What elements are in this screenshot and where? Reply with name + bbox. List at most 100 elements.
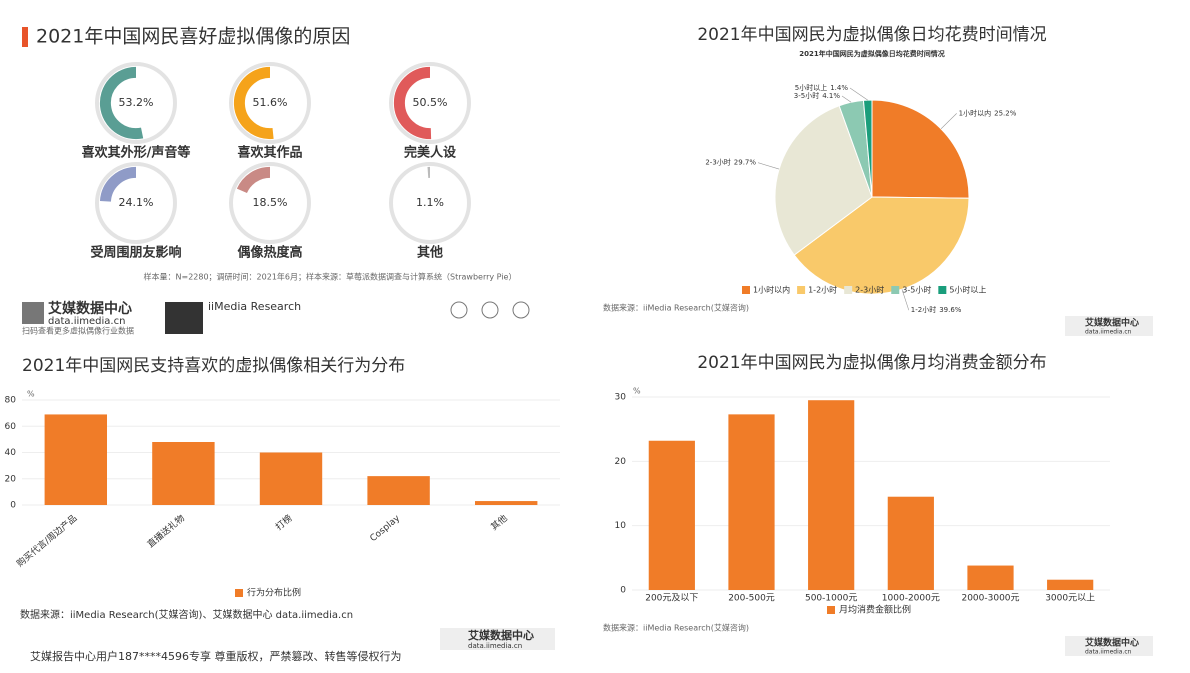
legend-swatch [797,286,805,294]
logo-site: data.iimedia.cn [1085,649,1132,656]
bar [808,400,854,590]
logo-site: data.iimedia.cn [1085,329,1132,336]
y-tick-label: 0 [620,586,626,596]
y-tick-label: 40 [5,448,17,458]
legend-swatch [891,286,899,294]
bar [45,414,107,505]
x-tick-label: 其他 [488,512,510,533]
slice-category: 3-5小时 [794,91,819,100]
y-unit: % [633,387,641,396]
chart-title: 2021年中国网民为虚拟偶像月均消费金额分布 [697,353,1046,373]
legend-label: 1小时以内 [753,285,790,295]
x-tick-label: 购买代言/周边产品 [14,512,79,569]
y-tick-label: 20 [5,474,17,484]
qr-code [165,302,203,334]
leader-line [850,88,868,100]
value-label: 24.1% [119,196,154,209]
x-tick-label: 打榜 [273,512,295,533]
slice-value: 1.4% [830,84,848,92]
slice-value: 39.6% [939,306,962,314]
legend-label: 3-5小时 [902,285,931,295]
legend-label: 5小时以上 [949,285,986,295]
category-label: 喜欢其作品 [237,145,302,161]
logo: 艾媒数据中心 [1085,637,1139,649]
logo: 艾媒数据中心 [48,300,132,317]
x-tick-label: 500-1000元 [805,594,857,604]
slice-category: 2-3小时 [705,158,730,167]
bar [888,497,934,590]
x-tick-label: Cosplay [368,513,402,544]
research: iiMedia Research [208,300,301,313]
chart-title: 2021年中国网民支持喜欢的虚拟偶像相关行为分布 [22,356,405,376]
bar [367,476,429,505]
bar [475,501,537,505]
x-tick-label: 直播送礼物 [145,512,187,550]
x-tick-label: 1000-2000元 [882,594,940,604]
source: 数据来源：iiMedia Research(艾媒咨询) [603,303,749,313]
legend-label: 1-2小时 [808,285,837,295]
legend-label: 2-3小时 [855,285,884,295]
y-tick-label: 20 [615,457,627,467]
value-label: 18.5% [253,196,288,209]
watermark: 艾媒报告中心用户187****4596专享 尊重版权，严禁篡改、转售等侵权行为 [30,649,401,663]
chart-title: 2021年中国网民喜好虚拟偶像的原因 [36,26,350,48]
y-tick-label: 10 [615,521,627,531]
value-label: 1.1% [416,196,444,209]
legend-label: 月均消费金额比例 [839,604,911,616]
slice-value: 25.2% [994,109,1017,117]
donut-arc [242,172,270,190]
pie-slice [872,100,969,198]
y-tick-label: 0 [10,501,16,511]
legend-swatch [827,606,835,614]
x-tick-label: 200-500元 [728,594,775,604]
qr-caption: 扫码查看更多虚拟偶像行业数据 [22,326,134,336]
legend-swatch [938,286,946,294]
logo: 艾媒数据中心 [468,628,534,642]
y-tick-label: 80 [5,396,17,406]
value-label: 51.6% [253,96,288,109]
bar [967,566,1013,590]
slice-category: 1-2小时 [911,305,936,314]
slice-value: 4.1% [822,92,840,100]
bar [1047,580,1093,590]
category-label: 受周围朋友影响 [90,245,181,261]
legend-swatch [742,286,750,294]
logo: 艾媒数据中心 [1085,317,1139,329]
source: 数据来源：iiMedia Research(艾媒咨询)、艾媒数据中心 data.… [20,608,353,621]
category-label: 其他 [417,245,443,261]
value-label: 50.5% [413,96,448,109]
bar [152,442,214,505]
category-label: 完美人设 [404,145,457,161]
legend-swatch [235,589,243,597]
x-tick-label: 200元及以下 [645,593,698,604]
leader-line [842,96,851,102]
bar [728,414,774,590]
leader-line [758,163,779,169]
legend-swatch [844,286,852,294]
slice-category: 5小时以上 [795,83,827,92]
y-tick-label: 30 [615,393,627,403]
category-label: 喜欢其外形/声音等 [82,145,191,161]
category-label: 偶像热度高 [237,245,302,261]
x-tick-label: 3000元以上 [1045,593,1095,604]
bar [649,441,695,590]
y-unit: % [27,390,35,399]
legend-label: 行为分布比例 [247,587,301,599]
slice-value: 29.7% [734,159,757,167]
note: 样本量：N=2280；调研时间：2021年6月；样本来源：草莓派数据调查与计算系… [144,272,517,282]
chart-subtitle: 2021年中国网民为虚拟偶像日均花费时间情况 [799,49,944,58]
y-tick-label: 60 [5,422,17,432]
slice-label: 2-3小时 29.7% [705,158,756,167]
logo-site: data.iimedia.cn [48,316,125,327]
title-marker [22,27,28,47]
source: 数据来源：iiMedia Research(艾媒咨询) [603,623,749,633]
x-tick-label: 2000-3000元 [961,594,1019,604]
leader-line [941,113,957,128]
slice-category: 1小时以内 [959,108,991,117]
value-label: 53.2% [119,96,154,109]
